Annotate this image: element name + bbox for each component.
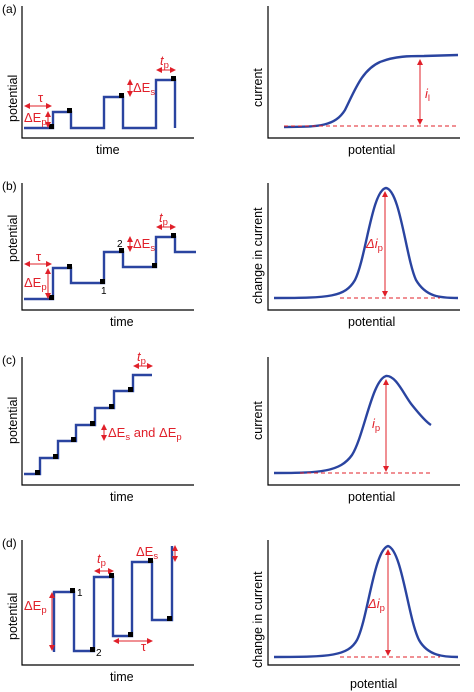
panel-b-left-xlabel: time: [110, 315, 134, 329]
panel-a: (a) potential time τ ΔEp ΔEs tp current …: [2, 2, 460, 157]
panel-d-sample-point: [128, 632, 133, 637]
panel-c-tp-label: tp: [137, 349, 146, 367]
panel-b-sample-point: [100, 279, 105, 284]
panel-c-label: (c): [2, 353, 16, 367]
panel-a-right-axes: [267, 6, 460, 139]
panel-b-dEs-label: ΔEs: [133, 236, 155, 254]
panel-b-label: (b): [2, 179, 17, 193]
panel-c-right-axes: [267, 357, 460, 486]
panel-b-dEp-label: ΔEp: [24, 275, 47, 293]
panel-d-right-xlabel: potential: [350, 677, 397, 691]
panel-d-sample-point: [148, 558, 153, 563]
panel-a-left-axes: [21, 6, 194, 139]
panel-b-peak-curve: [273, 186, 459, 300]
panel-c-sample-point: [90, 421, 95, 426]
panel-b-sample-point: [67, 264, 72, 269]
panel-a-dEs-label: ΔEs: [133, 80, 155, 98]
panel-d-point-1: 1: [77, 588, 83, 599]
panel-a-right-ylabel: current: [251, 68, 265, 107]
panel-b-sample-point: [171, 233, 176, 238]
panel-a-sample-point: [67, 108, 72, 113]
panel-a-sample-point: [171, 76, 176, 81]
panel-c-sample-point: [53, 454, 58, 459]
panel-d-label: (d): [2, 536, 17, 550]
panel-a-left-xlabel: time: [96, 143, 120, 157]
panel-d-dip-label: Δip: [367, 596, 385, 614]
panel-a-label: (a): [2, 2, 17, 16]
panel-a-left-ylabel: potential: [6, 75, 20, 122]
panel-b-tp-label: tp: [159, 210, 168, 228]
panel-d: (d) potential time 1 2 ΔEp tp ΔEs τ chan…: [2, 536, 460, 691]
panel-c-left-axes: [21, 357, 194, 486]
panel-d-tp-label: tp: [97, 551, 106, 569]
panel-d-sample-point: [109, 573, 114, 578]
panel-c-left-ylabel: potential: [6, 397, 20, 444]
panel-a-tp-label: tp: [160, 53, 169, 71]
panel-b: (b) potential time 1 2 τ ΔEp ΔEs tp chan…: [2, 179, 460, 329]
panel-c-sample-point: [71, 437, 76, 442]
panel-b-right-xlabel: potential: [348, 315, 395, 329]
panel-c-right-xlabel: potential: [348, 490, 395, 504]
panel-a-sample-point: [119, 93, 124, 98]
panel-b-right-ylabel: change in current: [251, 207, 265, 304]
panel-b-point-2: 2: [117, 239, 123, 250]
panel-c: (c) potential time ΔEs and ΔEp tp curren…: [2, 349, 460, 504]
panel-d-tau-label: τ: [141, 639, 147, 654]
panel-a-tau-label: τ: [38, 90, 44, 105]
panel-b-tau-label: τ: [36, 249, 42, 264]
panel-b-right-axes: [267, 183, 460, 311]
panel-d-dEp-label: ΔEp: [24, 598, 47, 616]
panel-c-ip-label: ip: [372, 416, 380, 434]
panel-b-left-ylabel: potential: [6, 215, 20, 262]
panel-b-dip-label: Δip: [365, 236, 383, 254]
panel-d-left-xlabel: time: [110, 670, 134, 684]
panel-a-il-label: il: [425, 86, 430, 104]
panel-a-waveform: [24, 78, 177, 130]
panel-b-waveform: [24, 235, 196, 301]
panel-b-sample-point: [119, 248, 124, 253]
panel-d-sample-point: [90, 647, 95, 652]
panel-d-sample-point: [167, 616, 172, 621]
panel-c-peak-curve: [273, 374, 432, 475]
panel-c-sample-point: [128, 387, 133, 392]
panel-d-waveform: [52, 546, 174, 653]
panel-d-point-2: 2: [96, 648, 102, 659]
panel-a-sample-point: [49, 124, 54, 129]
panel-d-sample-point: [70, 588, 75, 593]
panel-d-left-ylabel: potential: [6, 593, 20, 640]
panel-d-left-axes: [21, 540, 194, 666]
panel-c-right-ylabel: current: [251, 401, 265, 440]
panel-b-point-1: 1: [101, 286, 107, 297]
panel-d-right-ylabel: change in current: [251, 571, 265, 668]
panel-a-dEp-label: ΔEp: [24, 110, 47, 128]
panel-a-sigmoid-curve: [283, 53, 459, 129]
panel-d-dEs-label: ΔEs: [136, 544, 158, 562]
panel-a-right-xlabel: potential: [348, 143, 395, 157]
panel-b-sample-point: [152, 263, 157, 268]
panel-c-left-xlabel: time: [110, 490, 134, 504]
panel-c-sample-point: [35, 470, 40, 475]
panel-b-sample-point: [49, 295, 54, 300]
panel-c-sample-point: [109, 404, 114, 409]
panel-d-right-axes: [267, 540, 460, 666]
panel-d-peak-curve: [273, 544, 459, 659]
panel-b-left-axes: [21, 183, 194, 311]
panel-c-step-label: ΔEs and ΔEp: [108, 425, 182, 443]
